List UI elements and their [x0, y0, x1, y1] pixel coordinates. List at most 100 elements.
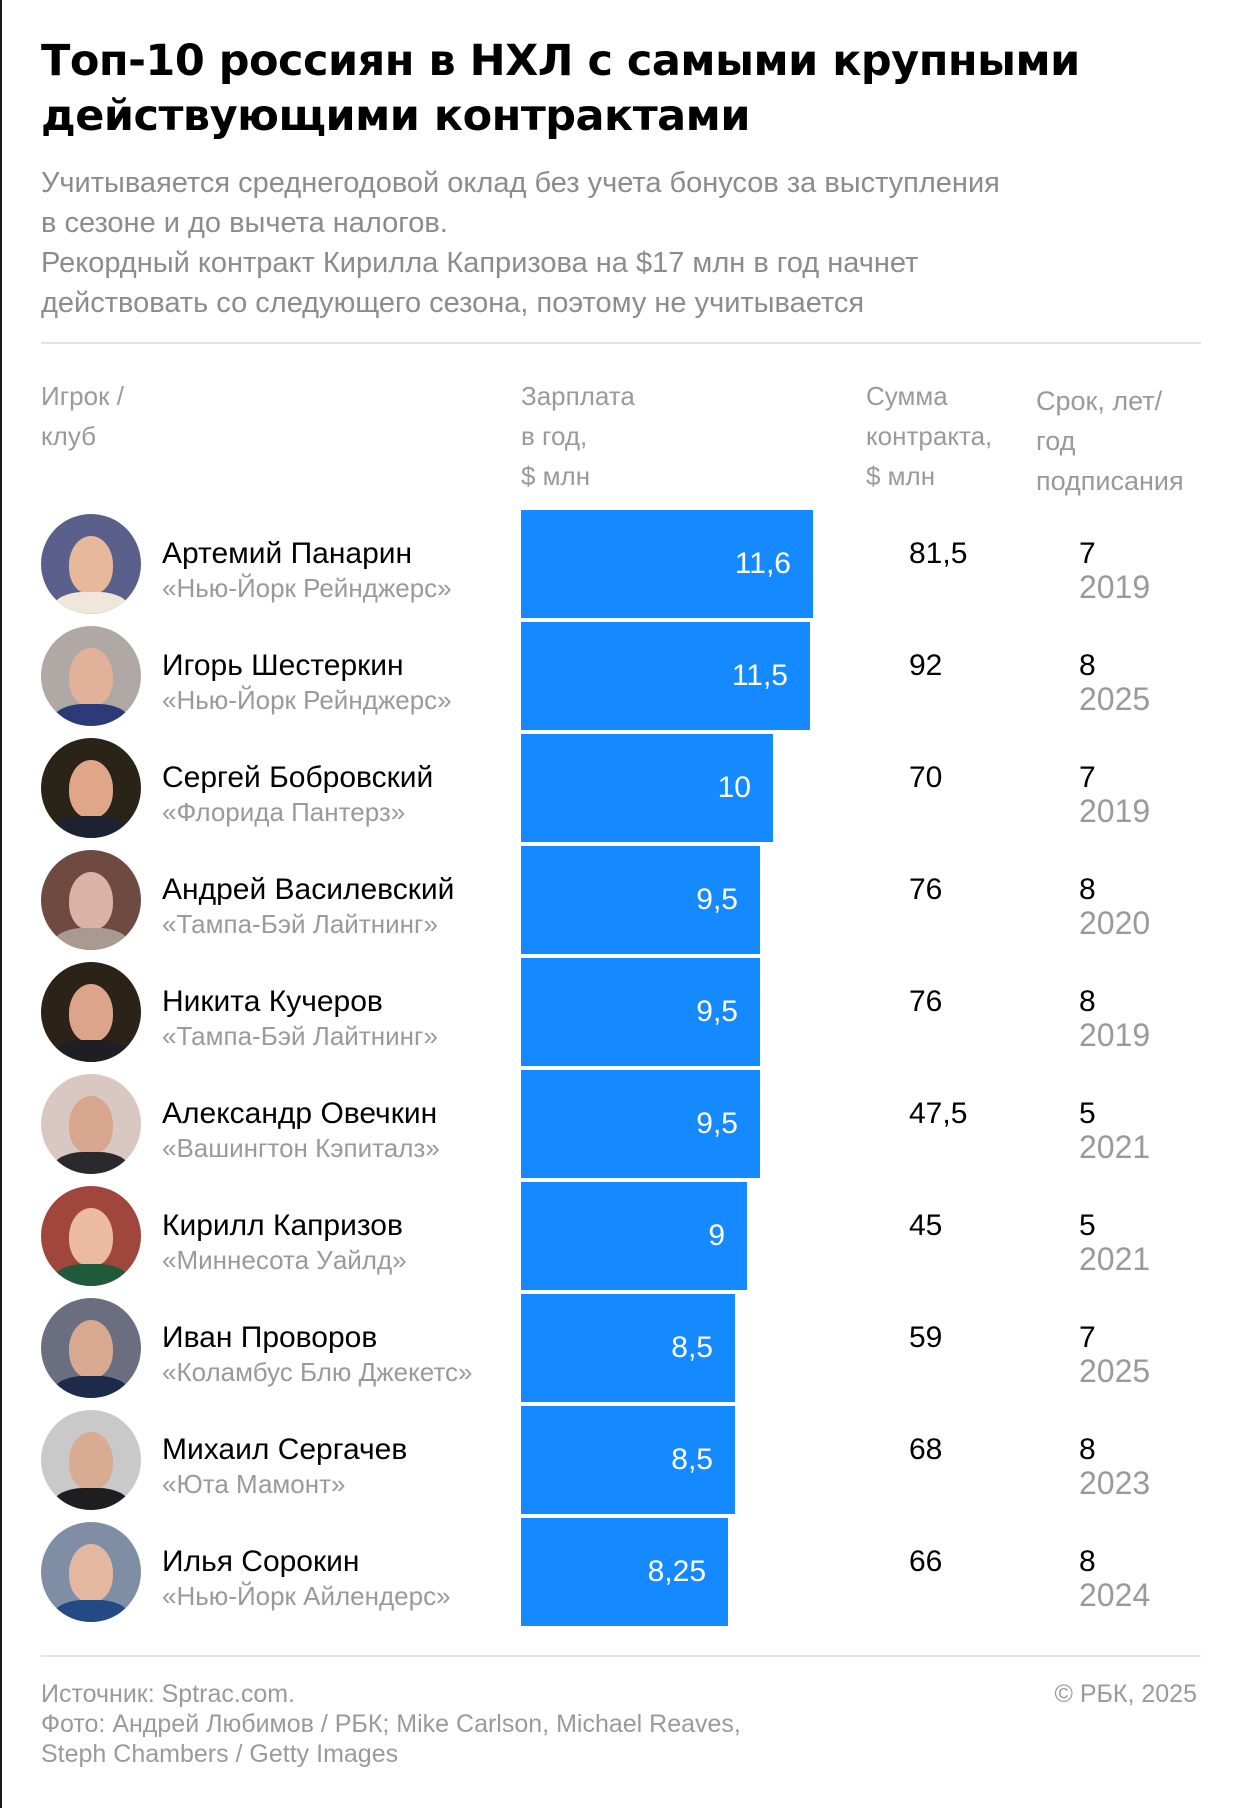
salary-bar: 8,5: [521, 1294, 735, 1402]
face-shape: [69, 1320, 113, 1378]
shoulders-shape: [53, 1488, 129, 1510]
shoulders-shape: [53, 592, 129, 614]
contract-total: 81,5: [909, 537, 968, 570]
salary-bar: 11,6: [521, 510, 813, 618]
contract-total: 66: [909, 1545, 943, 1578]
subtitle-line: действовать со следующего сезона, поэтом…: [41, 287, 865, 319]
player-club: «Флорида Пантерз»: [162, 797, 406, 827]
column-header-salary: Зарплата в год, $ млн: [521, 381, 635, 491]
footer-credits: Источник: Sptrac.com. Фото: Андрей Любим…: [41, 1679, 741, 1769]
chart-title: Топ-10 россиян в НХЛ с самыми крупными д…: [41, 34, 1201, 144]
face-shape: [69, 1544, 113, 1602]
table-row: Андрей Василевский «Тампа-Бэй Лайтнинг» 9,…: [41, 846, 1201, 954]
shoulders-shape: [53, 928, 129, 950]
contract-term-years: 7: [1079, 537, 1096, 570]
contract-total: 45: [909, 1209, 943, 1242]
player-club: «Тампа-Бэй Лайтнинг»: [162, 1021, 438, 1051]
player-name: Кирилл Капризов: [162, 1209, 403, 1242]
salary-value: 10: [717, 771, 751, 804]
player-name: Никита Кучеров: [162, 985, 383, 1018]
player-name: Игорь Шестеркин: [162, 649, 404, 682]
salary-value: 9: [708, 1219, 725, 1252]
player-name: Артемий Панарин: [162, 537, 413, 570]
signing-year: 2021: [1079, 1129, 1151, 1165]
salary-value: 8,5: [671, 1443, 713, 1476]
player-photo-avatar: [41, 514, 141, 614]
table-row: Кирилл Капризов «Миннесота Уайлд» 9 45 5 2021: [41, 1182, 1201, 1290]
salary-bar: 8,25: [521, 1518, 728, 1626]
salary-value: 9,5: [696, 883, 738, 916]
contract-total: 68: [909, 1433, 943, 1466]
copyright: © РБК, 2025: [1054, 1680, 1197, 1708]
player-name: Илья Сорокин: [162, 1545, 360, 1578]
contract-term-years: 7: [1079, 761, 1096, 794]
table-row: Сергей Бобровский «Флорида Пантерз» 10 70 7 2…: [41, 734, 1201, 842]
face-shape: [69, 872, 113, 930]
face-shape: [69, 984, 113, 1042]
subtitle-line: в сезоне и до вычета налогов.: [41, 207, 448, 239]
table-row: Илья Сорокин «Нью-Йорк Айлендерс» 8,25 66 8 2…: [41, 1518, 1201, 1626]
player-photo-avatar: [41, 1298, 141, 1398]
subtitle-line: Рекордный контракт Кирилла Капризова на …: [41, 247, 919, 279]
player-photo-avatar: [41, 1522, 141, 1622]
shoulders-shape: [53, 1152, 129, 1174]
player-club: «Нью-Йорк Рейнджерс»: [162, 573, 452, 603]
player-club: «Нью-Йорк Айлендерс»: [162, 1581, 451, 1611]
player-photo-avatar: [41, 850, 141, 950]
salary-value: 9,5: [696, 995, 738, 1028]
signing-year: 2025: [1079, 681, 1151, 717]
contract-total: 76: [909, 985, 943, 1018]
table-row: Иван Проворов «Коламбус Блю Джекетс» 8,5 59…: [41, 1294, 1201, 1402]
photo-credit-line: Фото: Андрей Любимов / РБК; Mike Carlson…: [41, 1710, 741, 1738]
contract-term-years: 5: [1079, 1209, 1096, 1242]
player-name: Александр Овечкин: [162, 1097, 438, 1130]
contract-term-years: 8: [1079, 649, 1096, 682]
player-name: Михаил Сергачев: [162, 1433, 408, 1466]
player-name: Андрей Василевский: [162, 873, 455, 906]
salary-bar: 9,5: [521, 958, 760, 1066]
contract-term-years: 8: [1079, 873, 1096, 906]
salary-bar: 10: [521, 734, 773, 842]
table-row: Игорь Шестеркин «Нью-Йорк Рейнджерс» 11,5 9…: [41, 622, 1201, 730]
subtitle-line: Учитываяется среднегодовой оклад без уче…: [41, 167, 1000, 199]
table-row: Александр Овечкин «Вашингтон Кэпиталз» 9,5…: [41, 1070, 1201, 1178]
table-row: Никита Кучеров «Тампа-Бэй Лайтнинг» 9,5 76 8…: [41, 958, 1201, 1066]
signing-year: 2020: [1079, 905, 1151, 941]
signing-year: 2019: [1079, 1017, 1151, 1053]
salary-bar: 9,5: [521, 846, 760, 954]
player-photo-avatar: [41, 1186, 141, 1286]
contract-total: 76: [909, 873, 943, 906]
signing-year: 2024: [1079, 1577, 1151, 1613]
face-shape: [69, 1208, 113, 1266]
contract-term-years: 8: [1079, 1433, 1096, 1466]
player-club: «Тампа-Бэй Лайтнинг»: [162, 909, 438, 939]
signing-year: 2023: [1079, 1465, 1151, 1501]
salary-bar: 8,5: [521, 1406, 735, 1514]
column-header-total: Сумма контракта, $ млн: [866, 381, 993, 491]
salary-value: 9,5: [696, 1107, 738, 1140]
player-photo-avatar: [41, 1410, 141, 1510]
salary-bar: 11,5: [521, 622, 810, 730]
salary-value: 8,25: [647, 1555, 706, 1588]
player-club: «Коламбус Блю Джекетс»: [162, 1357, 473, 1387]
chart-subtitle: Учитываяется среднегодовой оклад без уче…: [41, 163, 1201, 323]
title-line-2: действующими контрактами: [41, 91, 750, 141]
title-line-1: Топ-10 россиян в НХЛ с самыми крупными: [41, 36, 1080, 86]
column-header-term: Срок, лет/ год подписания: [1036, 386, 1184, 496]
salary-bar: 9,5: [521, 1070, 760, 1178]
contract-term-years: 8: [1079, 1545, 1096, 1578]
shoulders-shape: [53, 704, 129, 726]
player-club: «Вашингтон Кэпиталз»: [162, 1133, 440, 1163]
shoulders-shape: [53, 816, 129, 838]
contract-total: 92: [909, 649, 943, 682]
player-club: «Миннесота Уайлд»: [162, 1245, 407, 1275]
frame-edge: [0, 0, 2, 1808]
contract-term-years: 7: [1079, 1321, 1096, 1354]
contract-total: 70: [909, 761, 943, 794]
player-photo-avatar: [41, 738, 141, 838]
contract-total: 59: [909, 1321, 943, 1354]
player-club: «Юта Мамонт»: [162, 1469, 346, 1499]
column-header-player: Игрок / клуб: [41, 381, 124, 451]
player-photo-avatar: [41, 962, 141, 1062]
player-club: «Нью-Йорк Рейнджерс»: [162, 685, 452, 715]
